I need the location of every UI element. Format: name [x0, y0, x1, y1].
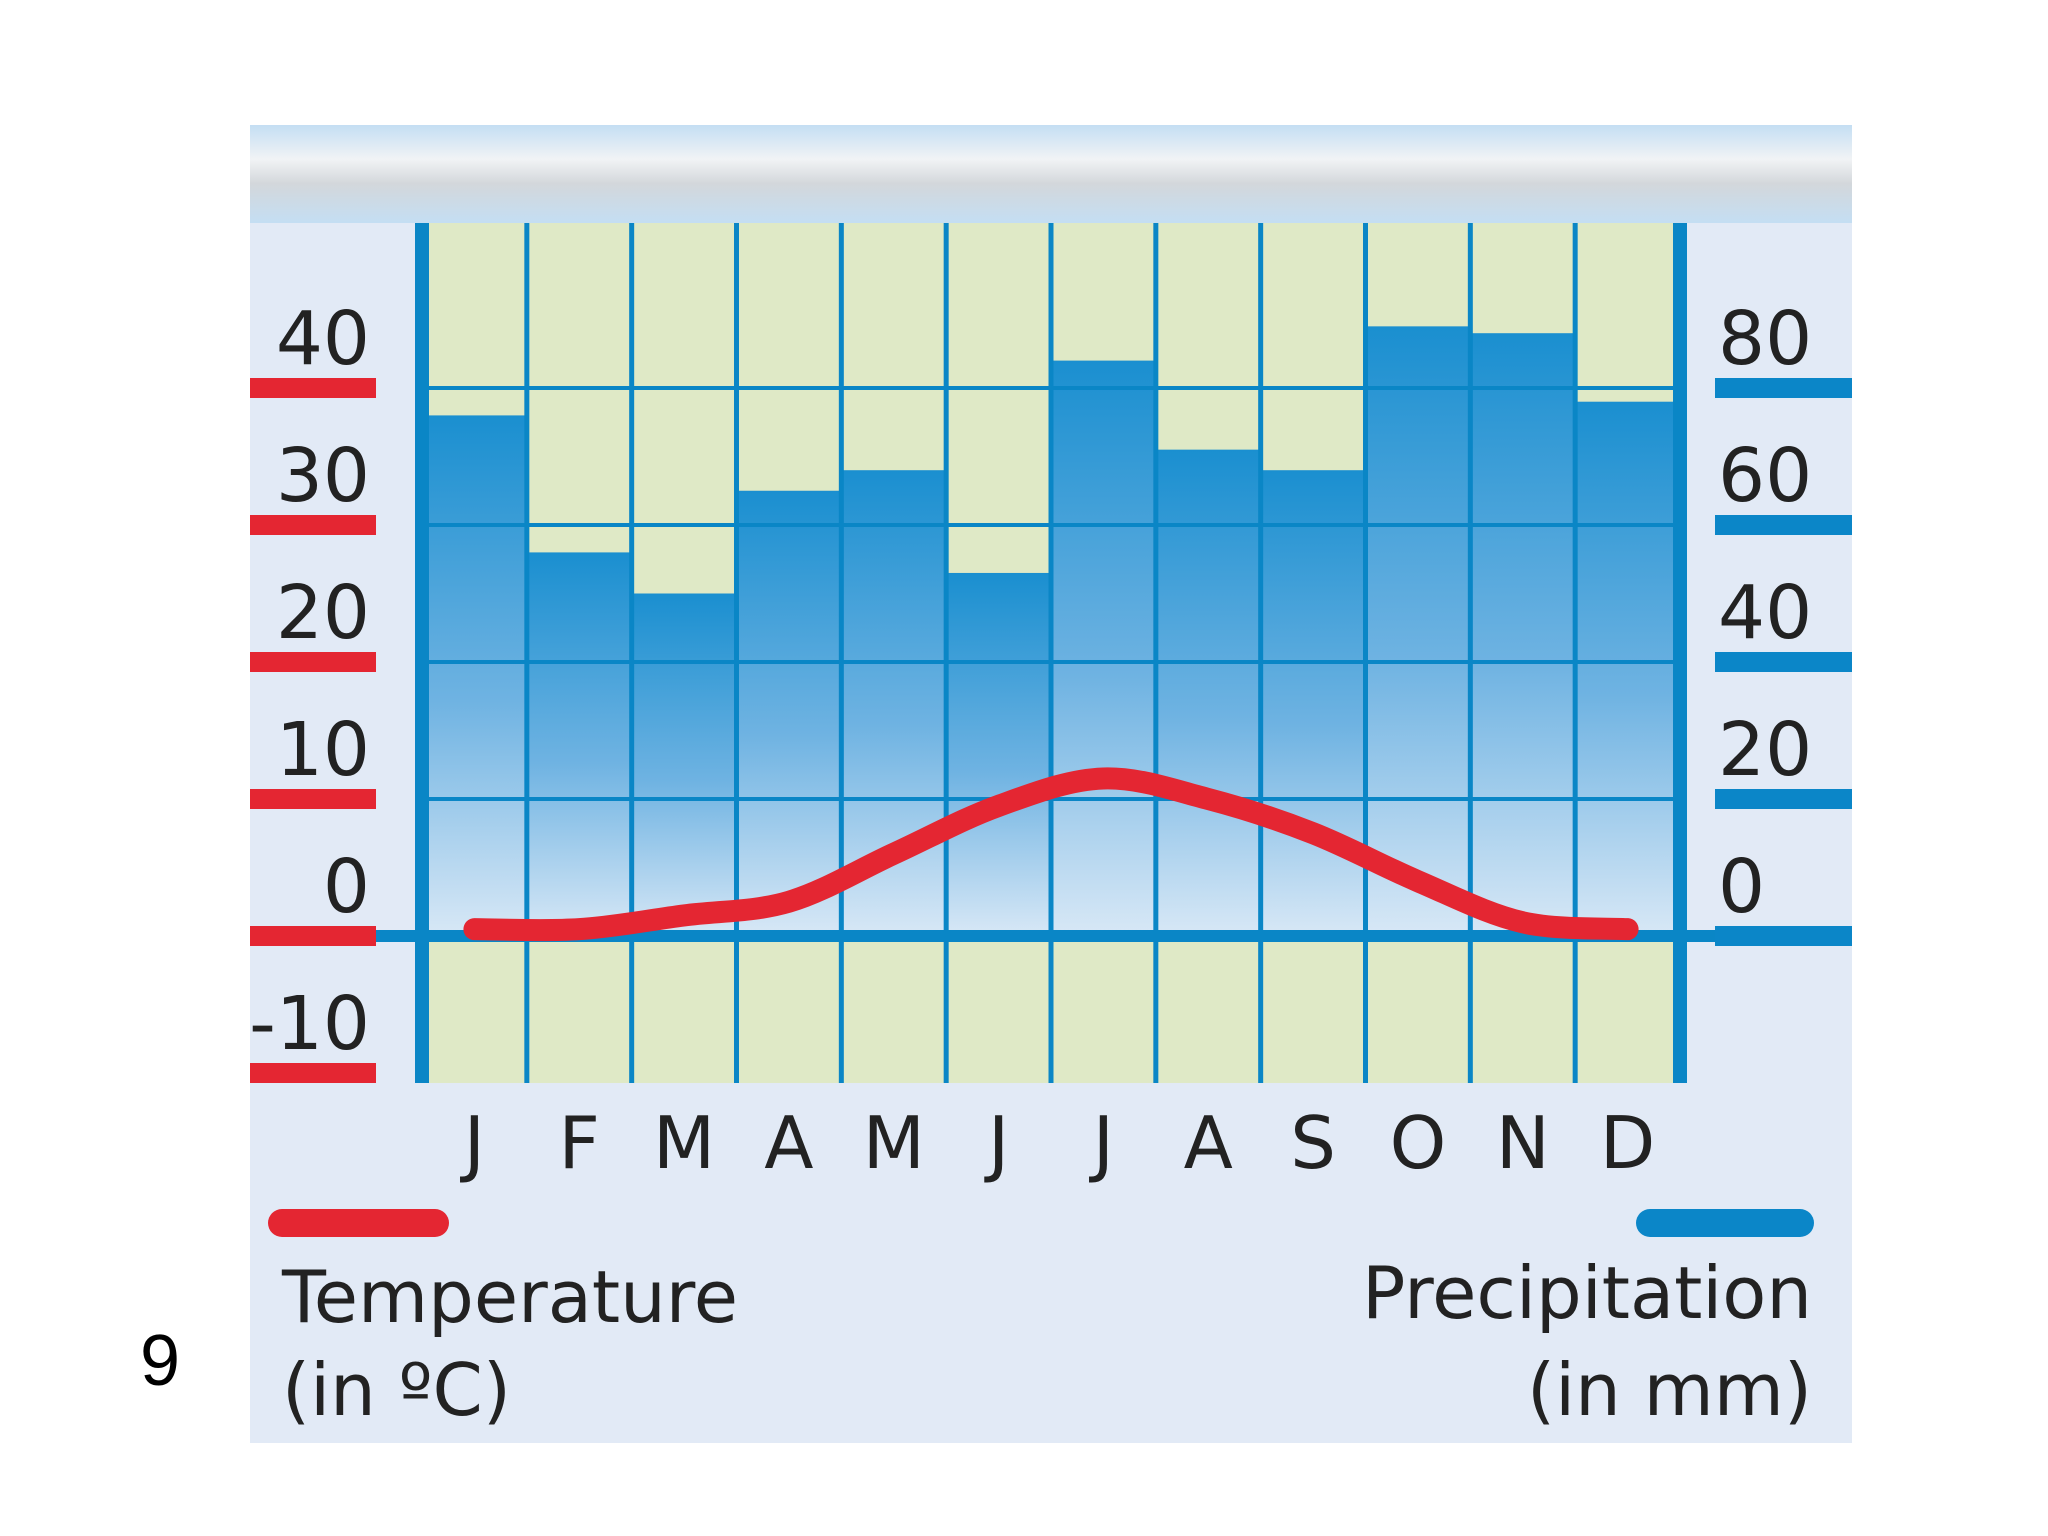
temperature-tick-label: 20 [276, 570, 370, 656]
precipitation-tick-label: 60 [1718, 433, 1812, 519]
month-label: J [460, 1101, 485, 1185]
precipitation-bar [422, 415, 527, 936]
legend-precipitation-unit: (in mm) [1527, 1348, 1812, 1432]
temperature-tick-label: 40 [276, 296, 370, 382]
precipitation-bar [1260, 470, 1366, 936]
precipitation-bar [1051, 360, 1156, 937]
month-label: A [1184, 1101, 1233, 1185]
precipitation-bar [736, 490, 842, 936]
legend-temperature: Temperature (in ºC) [268, 1209, 738, 1432]
precipitation-tick-label: 40 [1718, 570, 1812, 656]
legend-precipitation: Precipitation (in mm) [1362, 1209, 1814, 1432]
month-label: O [1390, 1101, 1447, 1185]
slide-number: 9 [140, 1321, 181, 1401]
precipitation-bar [631, 593, 737, 936]
temperature-line [463, 767, 1639, 942]
month-label: N [1496, 1101, 1550, 1185]
precipitation-bar [946, 572, 1051, 936]
temperature-tick-label: 0 [323, 844, 370, 930]
precipitation-tick-label: 20 [1718, 707, 1812, 793]
precipitation-bar [1365, 326, 1471, 937]
precipitation-bar [1155, 449, 1261, 936]
chart-top-band [250, 125, 1852, 223]
month-label: D [1600, 1101, 1655, 1185]
month-label: J [984, 1101, 1009, 1185]
temperature-tick-label: 30 [276, 433, 370, 519]
precipitation-bar [526, 552, 632, 936]
month-label: J [1089, 1101, 1114, 1185]
temperature-axis: 40 30 20 10 0 -10 [249, 296, 376, 1083]
precipitation-tick-label: 80 [1718, 296, 1812, 382]
legend-temperature-label: Temperature [281, 1255, 738, 1339]
month-label: S [1290, 1101, 1336, 1185]
month-label: A [764, 1101, 813, 1185]
legend-temperature-unit: (in ºC) [282, 1348, 511, 1432]
legend-precipitation-label: Precipitation [1362, 1251, 1812, 1335]
month-label: M [653, 1101, 715, 1185]
month-label: M [863, 1101, 925, 1185]
temperature-tick-label: 10 [276, 707, 370, 793]
precipitation-bar [1575, 401, 1680, 936]
precipitation-bar [1470, 333, 1576, 936]
precipitation-axis: 80 60 40 20 0 [1715, 296, 1852, 946]
temperature-tick-label: -10 [249, 981, 370, 1067]
month-label: F [559, 1101, 600, 1185]
precipitation-tick-label: 0 [1718, 844, 1765, 930]
